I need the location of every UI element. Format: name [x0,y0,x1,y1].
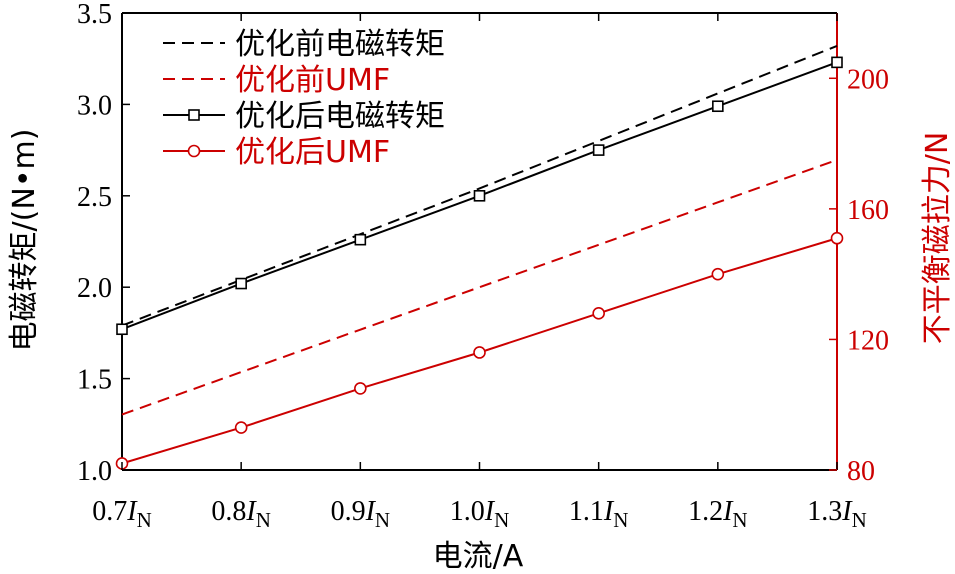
ticks-layer: 0.7IN 0.8IN 0.9IN 1.0IN 1.1IN 1.2IN 1.3IN 1.0 1.… [77,0,889,532]
x-tick-label: 1.1IN [569,496,629,532]
y-tick-label-left: 2.0 [77,273,112,304]
y-tick-label-left: 2.5 [77,182,112,213]
series-layer [115,44,844,470]
data-point-circle [354,382,367,395]
data-point-square [354,233,367,246]
y-tick-label-left: 1.0 [77,456,112,487]
x-tick-label: 1.0IN [450,496,510,532]
data-point-circle [234,421,248,434]
data-point-circle [711,267,725,281]
y-tick-label-right: 200 [847,64,889,95]
series-line-1 [121,44,838,327]
y-tick-label-left: 3.0 [77,90,112,121]
legend-label-2: 优化前UMF [235,63,390,98]
data-point-circle [830,231,844,245]
y-tick-label-left: 3.5 [77,0,112,30]
data-point-square [473,190,486,202]
data-point-circle [592,307,605,320]
legend-label-3: 优化后电磁转矩 [235,99,445,134]
x-tick-label: 1.3IN [807,496,867,532]
plot-frame [121,12,838,471]
y-tick-label-right: 80 [847,456,875,487]
y-tick-label-left: 1.5 [77,365,112,396]
series-line-2 [121,158,838,416]
legend-marker-square [188,109,200,121]
y-tick-label-right: 160 [847,195,889,226]
x-tick-label: 0.8IN [211,496,271,532]
x-tick-label: 0.9IN [331,496,391,532]
data-point-square [235,277,247,290]
legend-marker-circle [187,144,201,158]
data-point-circle [473,346,486,359]
data-point-square [116,323,128,336]
legend-label-4: 优化后UMF [235,135,390,170]
y-axis-title-left: 电磁转矩/(N•m) [7,129,42,352]
data-point-square [712,100,724,113]
data-point-square [831,56,843,69]
data-point-square [592,144,605,156]
y-tick-label-right: 120 [847,325,889,356]
x-tick-label: 0.7IN [92,496,152,532]
x-axis-title: 电流/A [433,539,524,574]
y-axis-title-right: 不平衡磁拉力/N [920,132,955,345]
legend-label-1: 优化前电磁转矩 [235,27,445,62]
x-tick-label: 1.2IN [688,496,748,532]
